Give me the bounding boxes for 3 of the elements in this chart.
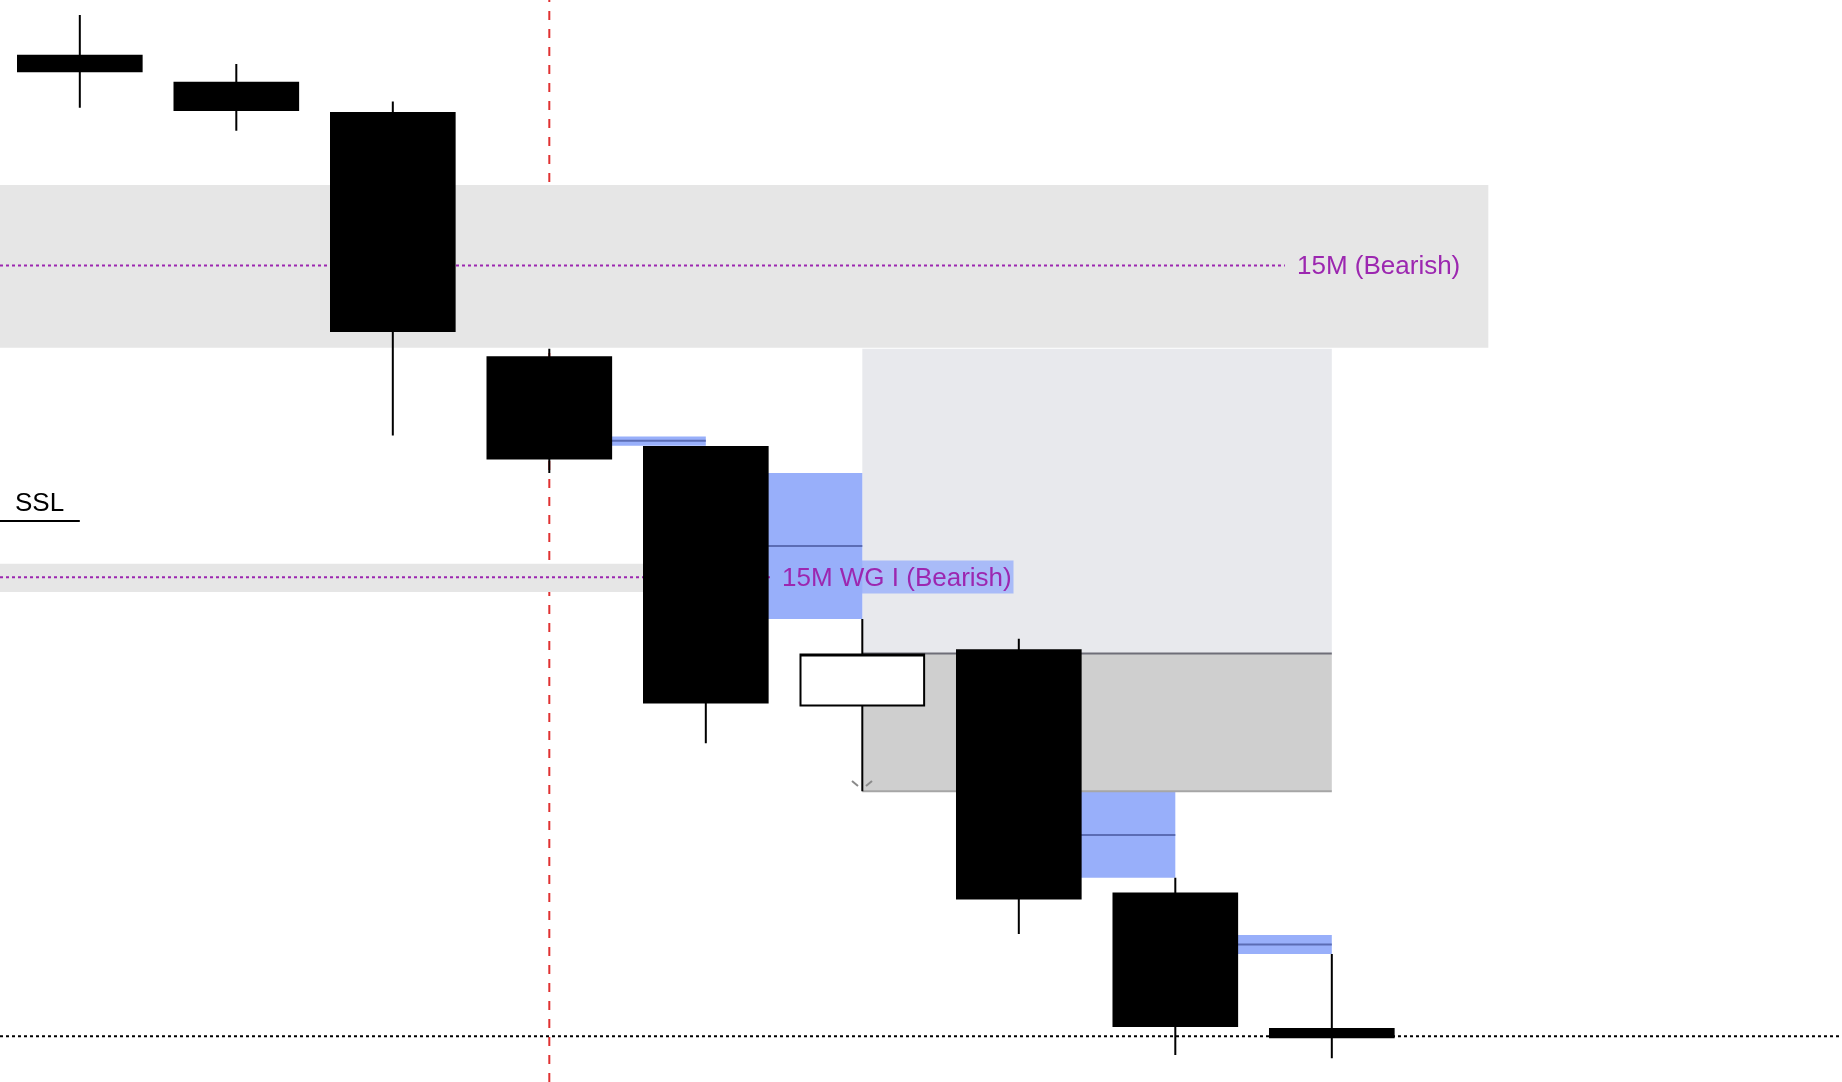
ref-line-label: SSL — [15, 487, 65, 517]
ref-line-label: 15M (Bearish) — [1297, 250, 1461, 280]
ref-line-label: 15M WG I (Bearish) — [782, 562, 1012, 592]
